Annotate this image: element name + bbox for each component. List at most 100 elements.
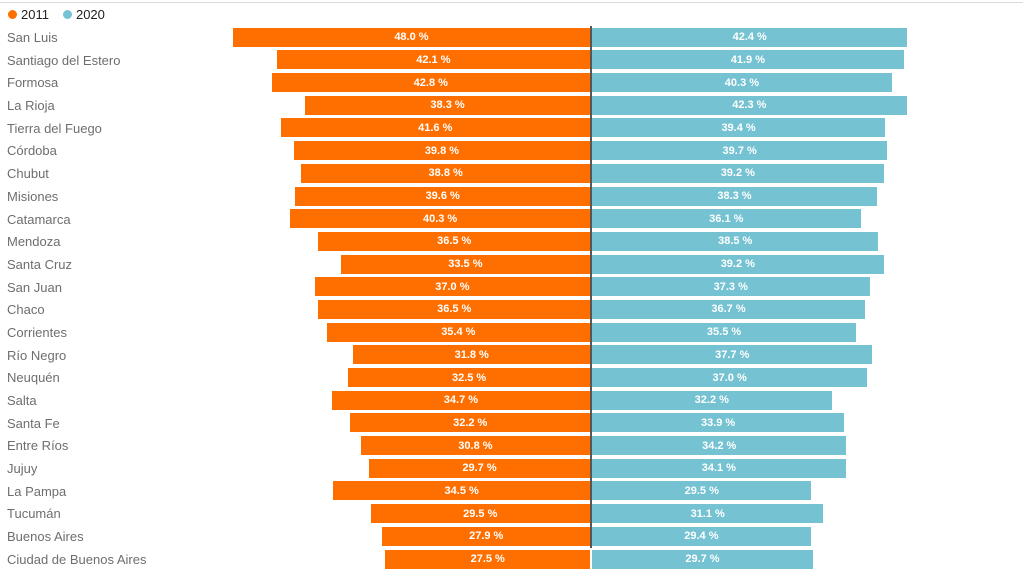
- bar-2011: 32.2 %: [350, 413, 590, 433]
- chart-row: San Luis 48.0 % 42.4 %: [0, 26, 1023, 49]
- chart-row: Salta 34.7 % 32.2 %: [0, 389, 1023, 412]
- left-bar-zone: 27.5 %: [230, 548, 590, 569]
- right-bar-zone: 34.2 %: [592, 434, 1023, 456]
- chart-row: Tierra del Fuego 41.6 % 39.4 %: [0, 116, 1023, 140]
- bar-2011: 33.5 %: [340, 254, 590, 274]
- bar-2011: 42.8 %: [271, 73, 590, 93]
- category-label: Río Negro: [7, 347, 67, 363]
- chart-row: Río Negro 31.8 % 37.7 %: [0, 343, 1023, 367]
- bar-2020: 29.7 %: [592, 549, 813, 569]
- bar-value-2020: 37.3 %: [713, 280, 748, 293]
- center-axis-line: [590, 479, 592, 503]
- chart-row: Chaco 36.5 % 36.7 %: [0, 298, 1023, 321]
- bar-2011: 35.4 %: [326, 322, 590, 342]
- bar-2020: 39.4 %: [592, 118, 886, 138]
- center-axis-line: [590, 366, 592, 389]
- category-label: Mendoza: [7, 234, 61, 250]
- chart-row: Misiones 39.6 % 38.3 %: [0, 184, 1023, 208]
- center-axis-line: [590, 162, 592, 185]
- center-axis-line: [590, 502, 592, 526]
- left-bar-zone: 42.1 %: [230, 49, 590, 70]
- bar-value-2011: 29.7 %: [462, 462, 497, 475]
- bar-value-2011: 32.2 %: [453, 416, 488, 429]
- center-axis-line: [590, 457, 592, 480]
- bar-2020: 29.5 %: [592, 481, 812, 501]
- bar-value-2011: 31.8 %: [454, 348, 489, 361]
- bar-2020: 31.1 %: [592, 504, 824, 524]
- category-label: Santa Cruz: [7, 256, 73, 272]
- bar-2020: 35.5 %: [592, 322, 857, 342]
- bar-value-2011: 34.7 %: [443, 394, 479, 407]
- bar-value-2020: 40.3 %: [724, 76, 760, 89]
- top-border-divider: [0, 2, 1023, 3]
- right-bar-zone: 42.3 %: [592, 94, 1023, 115]
- bar-2011: 48.0 %: [232, 27, 590, 47]
- bar-value-2020: 42.3 %: [732, 99, 767, 112]
- chart-row: Córdoba 39.8 % 39.7 %: [0, 139, 1023, 163]
- bar-value-2011: 27.5 %: [470, 553, 505, 565]
- left-bar-zone: 36.5 %: [230, 230, 590, 251]
- center-axis-line: [590, 26, 592, 49]
- bar-2011: 41.6 %: [280, 118, 590, 138]
- category-label: Neuquén: [7, 370, 60, 386]
- right-bar-zone: 40.3 %: [592, 71, 1023, 93]
- bar-value-2020: 36.7 %: [711, 303, 746, 316]
- legend-item-2011: 2011: [8, 7, 49, 22]
- category-label: La Pampa: [7, 483, 67, 499]
- chart-row: La Rioja 38.3 % 42.3 %: [0, 94, 1023, 117]
- category-label: Jujuy: [7, 461, 38, 477]
- chart-row: Entre Ríos 30.8 % 34.2 %: [0, 434, 1023, 458]
- category-label: Santiago del Estero: [7, 52, 121, 68]
- bar-value-2020: 35.5 %: [706, 326, 742, 339]
- right-bar-zone: 37.3 %: [592, 276, 1023, 297]
- bar-2020: 37.7 %: [592, 345, 873, 365]
- bar-2011: 27.9 %: [382, 526, 590, 546]
- left-bar-zone: 33.5 %: [230, 253, 590, 274]
- bar-2011: 34.7 %: [331, 390, 590, 410]
- bar-value-2011: 37.0 %: [435, 280, 470, 293]
- bar-value-2011: 33.5 %: [448, 258, 483, 271]
- right-bar-zone: 29.4 %: [592, 525, 1023, 546]
- butterfly-bar-chart: San Luis 48.0 % 42.4 % Santiago del Este…: [0, 26, 1023, 571]
- chart-row: Catamarca 40.3 % 36.1 %: [0, 207, 1023, 231]
- left-bar-zone: 34.5 %: [230, 480, 590, 501]
- bar-2020: 40.3 %: [592, 73, 892, 93]
- legend-label-2020: 2020: [75, 7, 105, 22]
- left-bar-zone: 36.5 %: [230, 298, 590, 319]
- bar-2011: 29.7 %: [369, 458, 590, 478]
- left-bar-zone: 37.0 %: [230, 276, 590, 297]
- bar-value-2011: 27.9 %: [469, 530, 504, 543]
- bar-value-2011: 36.5 %: [437, 303, 472, 316]
- right-bar-zone: 31.1 %: [592, 502, 1023, 524]
- left-bar-zone: 32.2 %: [230, 412, 590, 433]
- category-label: Córdoba: [7, 143, 57, 159]
- bar-2011: 36.5 %: [318, 299, 590, 319]
- bar-2020: 39.7 %: [592, 141, 888, 161]
- right-bar-zone: 42.4 %: [592, 26, 1023, 47]
- center-axis-line: [590, 94, 592, 117]
- right-bar-zone: 39.2 %: [592, 162, 1023, 183]
- center-axis-line: [590, 48, 592, 72]
- bar-2011: 31.8 %: [353, 345, 590, 365]
- category-label: Tierra del Fuego: [7, 120, 102, 136]
- bar-value-2020: 38.3 %: [717, 190, 752, 202]
- bar-value-2011: 36.5 %: [437, 235, 472, 248]
- right-bar-zone: 35.5 %: [592, 321, 1023, 342]
- center-axis-line: [590, 116, 592, 140]
- category-label: Ciudad de Buenos Aires: [7, 551, 147, 567]
- left-bar-zone: 39.8 %: [230, 139, 590, 161]
- legend-dot-2011-icon: [8, 10, 17, 19]
- category-label: San Juan: [7, 279, 62, 295]
- right-bar-zone: 38.3 %: [592, 185, 1023, 206]
- bar-value-2011: 38.8 %: [428, 167, 463, 180]
- bar-2011: 38.3 %: [305, 95, 590, 115]
- category-label: Chubut: [7, 166, 49, 182]
- right-bar-zone: 39.2 %: [592, 253, 1023, 274]
- bar-2011: 37.0 %: [314, 277, 590, 297]
- chart-row: San Juan 37.0 % 37.3 %: [0, 275, 1023, 299]
- center-axis-line: [590, 184, 592, 208]
- right-bar-zone: 41.9 %: [592, 49, 1023, 70]
- center-axis-line: [590, 343, 592, 367]
- bar-2011: 30.8 %: [360, 436, 590, 456]
- chart-legend: 2011 2020: [8, 7, 105, 22]
